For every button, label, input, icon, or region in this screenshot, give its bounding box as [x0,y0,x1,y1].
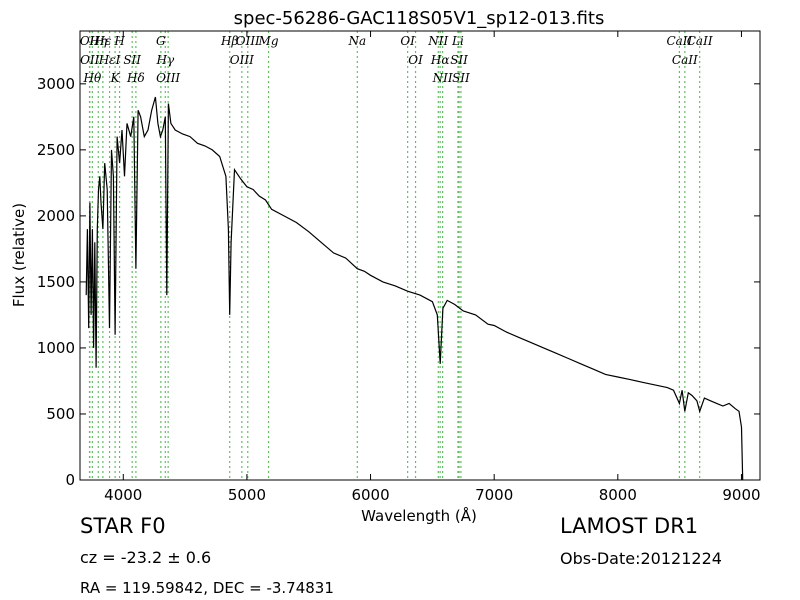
y-tick-label: 0 [65,471,75,489]
emission-line-label: OI [408,53,423,67]
y-tick-label: 1000 [37,339,75,357]
object-class: STAR F0 [80,514,166,538]
emission-line-label: OI [400,34,415,48]
emission-line-label: K [110,71,121,85]
x-tick-label: 5000 [228,486,266,504]
emission-line-label: OIII [236,34,260,48]
y-axis-label: Flux (relative) [10,203,28,307]
y-tick-label: 1500 [37,273,75,291]
plot-frame [79,30,761,481]
emission-line-markers [88,31,701,480]
emission-line-label: HεI [98,53,121,67]
emission-line-label: CaII [687,34,713,48]
emission-line-label: NII [432,71,453,85]
emission-line-label: Hβ [220,34,238,48]
emission-line-label: Hδ [126,71,145,85]
emission-line-labels: OIIOIIHθHηHεHεIKHSIIHδGHγOIIIHβOIIIOIIIM… [80,34,713,85]
chart-title: spec-56286-GAC118S05V1_sp12-013.fits [234,8,605,29]
emission-line-label: SII [450,53,468,67]
emission-line-label: CaII [666,34,692,48]
spectrum-line [85,96,744,481]
emission-line-label: Li [451,34,464,48]
x-axis-label: Wavelength (Å) [361,506,477,525]
y-axis-ticks: 0 500 1000 1500 2000 2500 3000 [37,75,760,489]
obs-date: Obs-Date:20121224 [560,549,722,568]
y-tick-label: 2000 [37,207,75,225]
coordinates: RA = 119.59842, DEC = -3.74831 [80,579,334,597]
emission-line-label: Hα [430,53,450,67]
emission-line-label: OII [80,53,100,67]
emission-line-label: Na [347,34,366,48]
x-tick-label: 9000 [722,486,760,504]
x-tick-label: 4000 [104,486,142,504]
y-tick-label: 2500 [37,141,75,159]
redshift-value: cz = -23.2 ± 0.6 [80,548,212,567]
y-tick-label: 3000 [37,75,75,93]
x-tick-label: 8000 [599,486,637,504]
y-tick-label: 500 [46,405,75,423]
emission-line-label: OIII [156,71,180,85]
emission-line-label: SII [452,71,470,85]
emission-line-label: NII [427,34,448,48]
emission-line-label: OII [80,34,100,48]
survey-name: LAMOST DR1 [560,514,699,538]
emission-line-label: Mg [258,34,279,48]
emission-line-label: OIII [230,53,254,67]
emission-line-label: Hη [88,34,107,48]
emission-line-label: G [156,34,166,48]
emission-line-label: Hγ [155,53,174,67]
x-tick-label: 6000 [351,486,389,504]
emission-line-label: Hθ [83,71,102,85]
x-tick-label: 7000 [475,486,513,504]
emission-line-label: Hε [93,34,111,48]
emission-line-label: SII [123,53,141,67]
emission-line-label: CaII [672,53,698,67]
emission-line-label: H [113,34,125,48]
x-axis-ticks: 4000 5000 6000 7000 8000 9000 [104,31,761,504]
